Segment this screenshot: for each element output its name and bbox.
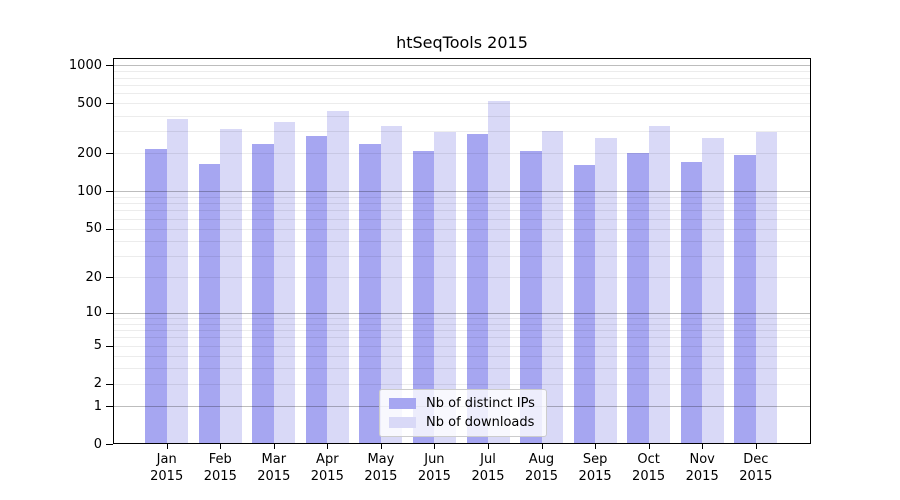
x-tick-label-nov: Nov 2015 [685,452,719,484]
bar-distinct-ips-aug [520,150,542,443]
x-tick-mar [273,444,275,449]
bar-downloads-dec [755,131,778,443]
x-tick-nov [702,444,704,449]
x-tick-jan [166,444,168,449]
legend-label-downloads: Nb of downloads [426,415,535,430]
legend-item-distinct-ips: Nb of distinct IPs [389,396,535,411]
x-tick-label-aug: Aug 2015 [524,452,559,484]
legend-item-downloads: Nb of downloads [389,415,535,430]
legend: Nb of distinct IPs Nb of downloads [379,389,547,437]
bar-distinct-ips-sep [573,165,596,443]
bar-downloads-may [380,126,403,443]
x-tick-oct [648,444,650,449]
x-tick-aug [541,444,543,449]
y-tick-100 [106,191,113,193]
bar-downloads-apr [327,110,349,443]
chart-title: htSeqTools 2015 [396,33,528,52]
bar-distinct-ips-mar [252,144,274,443]
bar-distinct-ips-may [359,144,381,443]
y-tick-label-50: 50 [85,221,102,236]
bar-downloads-aug [541,130,564,443]
bar-downloads-oct [648,126,671,443]
bar-downloads-mar [273,121,296,443]
bar-downloads-nov [702,137,724,443]
x-tick-feb [220,444,222,449]
bars-layer [114,59,810,443]
y-tick-200 [106,153,113,155]
y-tick-500 [106,103,113,105]
x-tick-label-apr: Apr 2015 [310,452,344,484]
x-tick-label-sep: Sep 2015 [578,452,612,484]
y-tick-label-2: 2 [93,376,102,392]
y-tick-label-20: 20 [85,269,102,285]
bar-distinct-ips-apr [305,136,328,443]
x-tick-jun [434,444,436,449]
legend-swatch-downloads [389,417,416,428]
x-tick-may [380,444,382,449]
y-tick-0 [106,444,113,445]
x-tick-dec [755,444,757,449]
bar-distinct-ips-jun [412,151,435,443]
plot-area [113,58,811,444]
x-tick-label-feb: Feb 2015 [203,452,237,484]
y-tick-1000 [106,65,113,67]
bar-distinct-ips-jan [145,149,167,443]
x-tick-label-jul: Jul 2015 [471,452,505,484]
y-tick-label-200: 200 [77,145,102,161]
bar-downloads-jun [434,131,456,443]
bar-downloads-jan [166,119,189,443]
y-tick-2 [106,383,113,385]
bar-distinct-ips-oct [627,152,649,443]
y-tick-label-1000: 1000 [68,57,102,73]
x-tick-label-dec: Dec 2015 [739,452,773,484]
x-tick-label-jun: Jun 2015 [417,452,451,484]
y-tick-label-5: 5 [93,338,102,354]
x-tick-label-may: May 2015 [364,452,398,484]
legend-label-distinct-ips: Nb of distinct IPs [426,396,535,411]
y-tick-20 [106,277,113,279]
y-tick-5 [106,345,113,347]
bar-distinct-ips-jul [466,134,488,443]
bar-downloads-sep [595,138,617,443]
x-tick-label-oct: Oct 2015 [632,452,666,484]
x-tick-label-mar: Mar 2015 [257,452,291,484]
x-tick-sep [595,444,597,449]
y-tick-10 [106,312,113,314]
bar-downloads-feb [220,129,242,443]
x-tick-label-jan: Jan 2015 [150,452,184,484]
x-tick-jul [488,444,489,449]
bar-distinct-ips-nov [680,161,703,443]
y-tick-50 [106,228,113,230]
y-tick-label-10: 10 [85,305,102,321]
bar-distinct-ips-feb [198,163,221,443]
y-tick-1 [106,406,113,407]
bar-downloads-jul [488,100,510,443]
y-tick-label-1: 1 [93,398,102,414]
bar-distinct-ips-dec [734,155,756,443]
legend-swatch-distinct-ips [389,398,416,409]
y-tick-label-0: 0 [93,436,102,452]
y-tick-label-100: 100 [77,183,102,199]
x-tick-apr [327,444,329,449]
y-tick-label-500: 500 [77,95,102,111]
